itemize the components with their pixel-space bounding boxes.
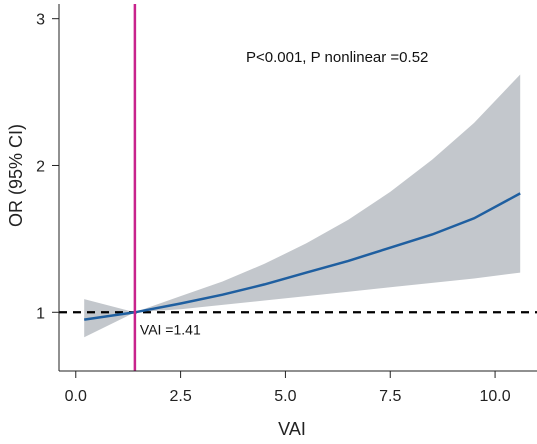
- confidence-interval-band: [84, 74, 521, 338]
- plot-area: [59, 4, 537, 371]
- x-tick-label: 2.5: [169, 388, 191, 405]
- y-tick-label: 3: [36, 12, 45, 29]
- x-tick-label: 7.5: [379, 388, 401, 405]
- x-axis: 0.0 2.5 5.0 7.5 10.0: [59, 370, 537, 405]
- y-tick-label: 2: [36, 158, 45, 175]
- vai-reference-label: VAI =1.41: [140, 321, 201, 337]
- x-axis-title: VAI: [278, 419, 306, 439]
- p-value-annotation: P<0.001, P nonlinear =0.52: [246, 49, 428, 66]
- y-axis: 1 2 3: [36, 4, 60, 371]
- y-axis-title: OR (95% CI): [6, 124, 26, 227]
- x-tick-label: 10.0: [479, 388, 510, 405]
- x-tick-label: 5.0: [274, 388, 296, 405]
- or-estimate-line: [84, 192, 521, 321]
- y-tick-label: 1: [36, 305, 45, 322]
- x-tick-label: 0.0: [65, 388, 87, 405]
